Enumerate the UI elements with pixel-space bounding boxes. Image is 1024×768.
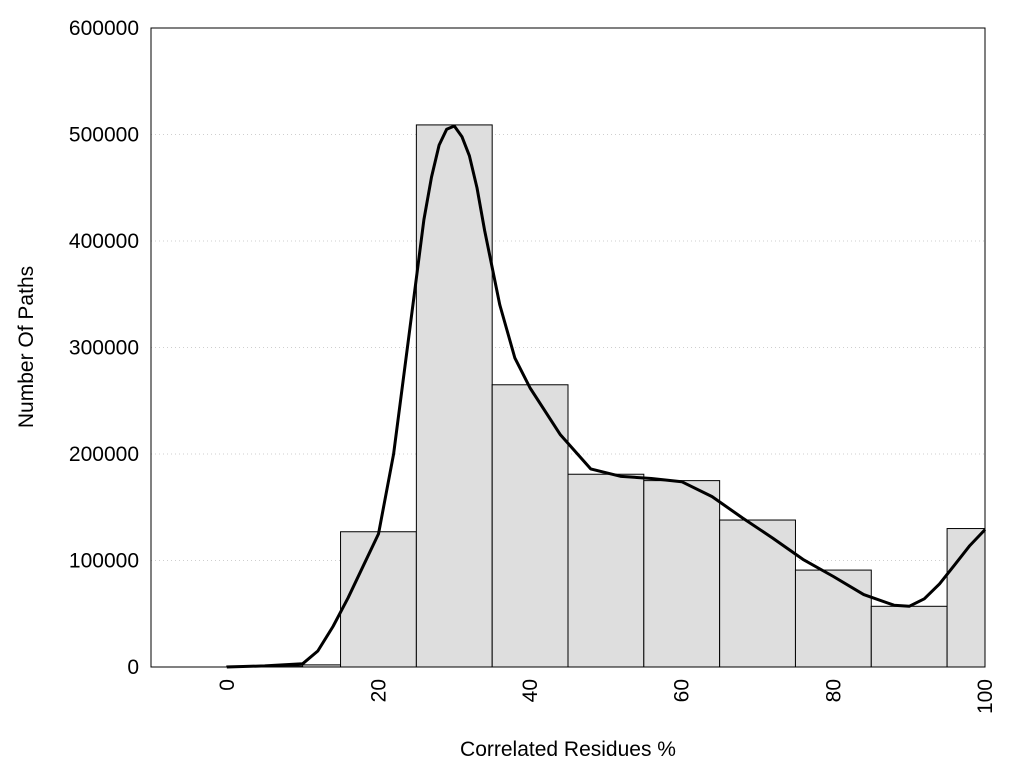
y-tick-label: 300000 — [69, 337, 139, 360]
histogram-bar — [415, 124, 493, 668]
y-tick-label: 400000 — [69, 230, 139, 253]
y-tick-label: 200000 — [69, 443, 139, 466]
y-tick-label: 0 — [127, 656, 139, 679]
histogram-bar — [794, 569, 872, 668]
y-axis-label: Number Of Paths — [15, 266, 38, 428]
x-tick-label: 100 — [974, 679, 997, 714]
x-axis: 0 20 40 60 80 100 — [216, 679, 997, 714]
plot-frame — [150, 27, 986, 668]
density-curve — [226, 124, 987, 669]
x-tick-label: 40 — [519, 679, 542, 702]
y-axis: 0 100000 200000 300000 400000 500000 600000 — [69, 17, 139, 679]
histogram-bar — [567, 473, 645, 668]
y-tick-label: 100000 — [69, 550, 139, 573]
x-tick-label: 80 — [822, 679, 845, 702]
x-tick-label: 20 — [367, 679, 390, 702]
curve-layer — [226, 124, 987, 669]
x-tick-label: 60 — [671, 679, 694, 702]
y-tick-label: 600000 — [69, 17, 139, 40]
y-tick-label: 500000 — [69, 124, 139, 147]
x-axis-label: Correlated Residues % — [460, 738, 676, 761]
histogram-bar — [719, 519, 796, 668]
bars — [226, 124, 986, 668]
histogram-bar — [643, 480, 721, 668]
x-tick-label: 0 — [216, 679, 239, 691]
histogram-bar — [340, 531, 417, 668]
histogram-bar — [870, 605, 948, 668]
